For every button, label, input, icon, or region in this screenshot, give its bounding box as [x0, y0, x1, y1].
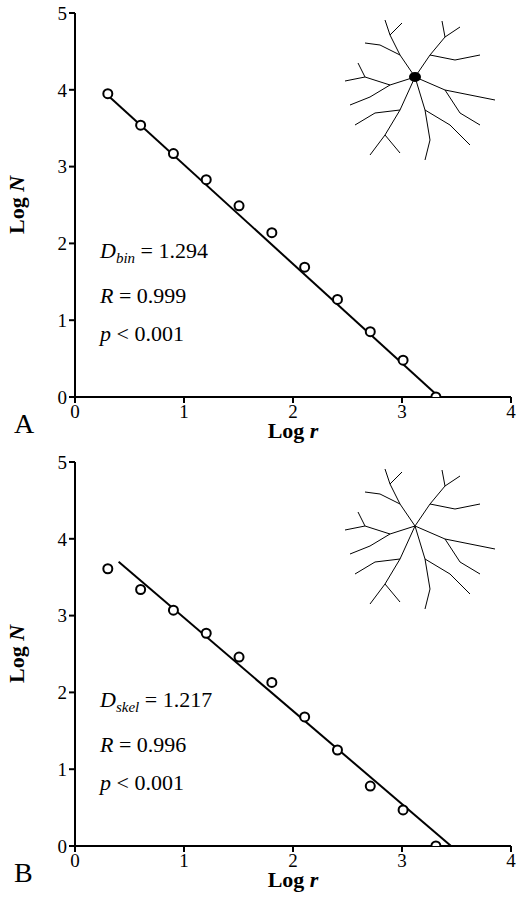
html-text:B: B [14, 857, 33, 888]
svg-text:3: 3 [58, 156, 68, 177]
html-text:Log r: Log r [267, 418, 319, 443]
svg-text:2: 2 [58, 233, 68, 254]
svg-text:4: 4 [58, 80, 68, 101]
html-text:N: N [4, 176, 29, 192]
html-text:R = 0.999: R = 0.999 [100, 283, 187, 309]
svg-text:0: 0 [70, 850, 80, 871]
svg-text:2: 2 [58, 682, 68, 703]
html-text:Log r: Log r [267, 867, 319, 892]
svg-text:1: 1 [179, 850, 189, 871]
svg-text:4: 4 [506, 401, 516, 422]
html-text:Log: Log [4, 640, 29, 683]
svg-text:4: 4 [506, 850, 516, 871]
svg-text:1: 1 [58, 310, 68, 331]
svg-text:1: 1 [179, 401, 189, 422]
svg-text:2: 2 [288, 850, 298, 872]
html-text:R = 0.996: R = 0.996 [100, 732, 187, 758]
svg-text:0: 0 [70, 401, 80, 422]
svg-text:0: 0 [58, 836, 68, 857]
svg-text:3: 3 [58, 605, 68, 626]
svg-text:4: 4 [58, 529, 68, 550]
svg-text:2: 2 [288, 401, 298, 423]
html-text:Dskel= 1.217: Dskel= 1.217 [100, 687, 213, 716]
html-text:A: A [14, 408, 35, 439]
html-text:Dbin= 1.294: Dbin= 1.294 [100, 238, 208, 267]
svg-text:5: 5 [58, 3, 68, 24]
html-text:Log: Log [4, 191, 29, 234]
html-text:N: N [4, 625, 29, 641]
html-text:p < 0.001: p < 0.001 [100, 321, 184, 347]
svg-text:1: 1 [58, 759, 68, 780]
html-text:p < 0.001: p < 0.001 [100, 770, 184, 796]
svg-text:3: 3 [397, 850, 407, 871]
svg-text:5: 5 [58, 452, 68, 473]
svg-text:3: 3 [397, 401, 407, 422]
svg-text:0: 0 [58, 387, 68, 408]
